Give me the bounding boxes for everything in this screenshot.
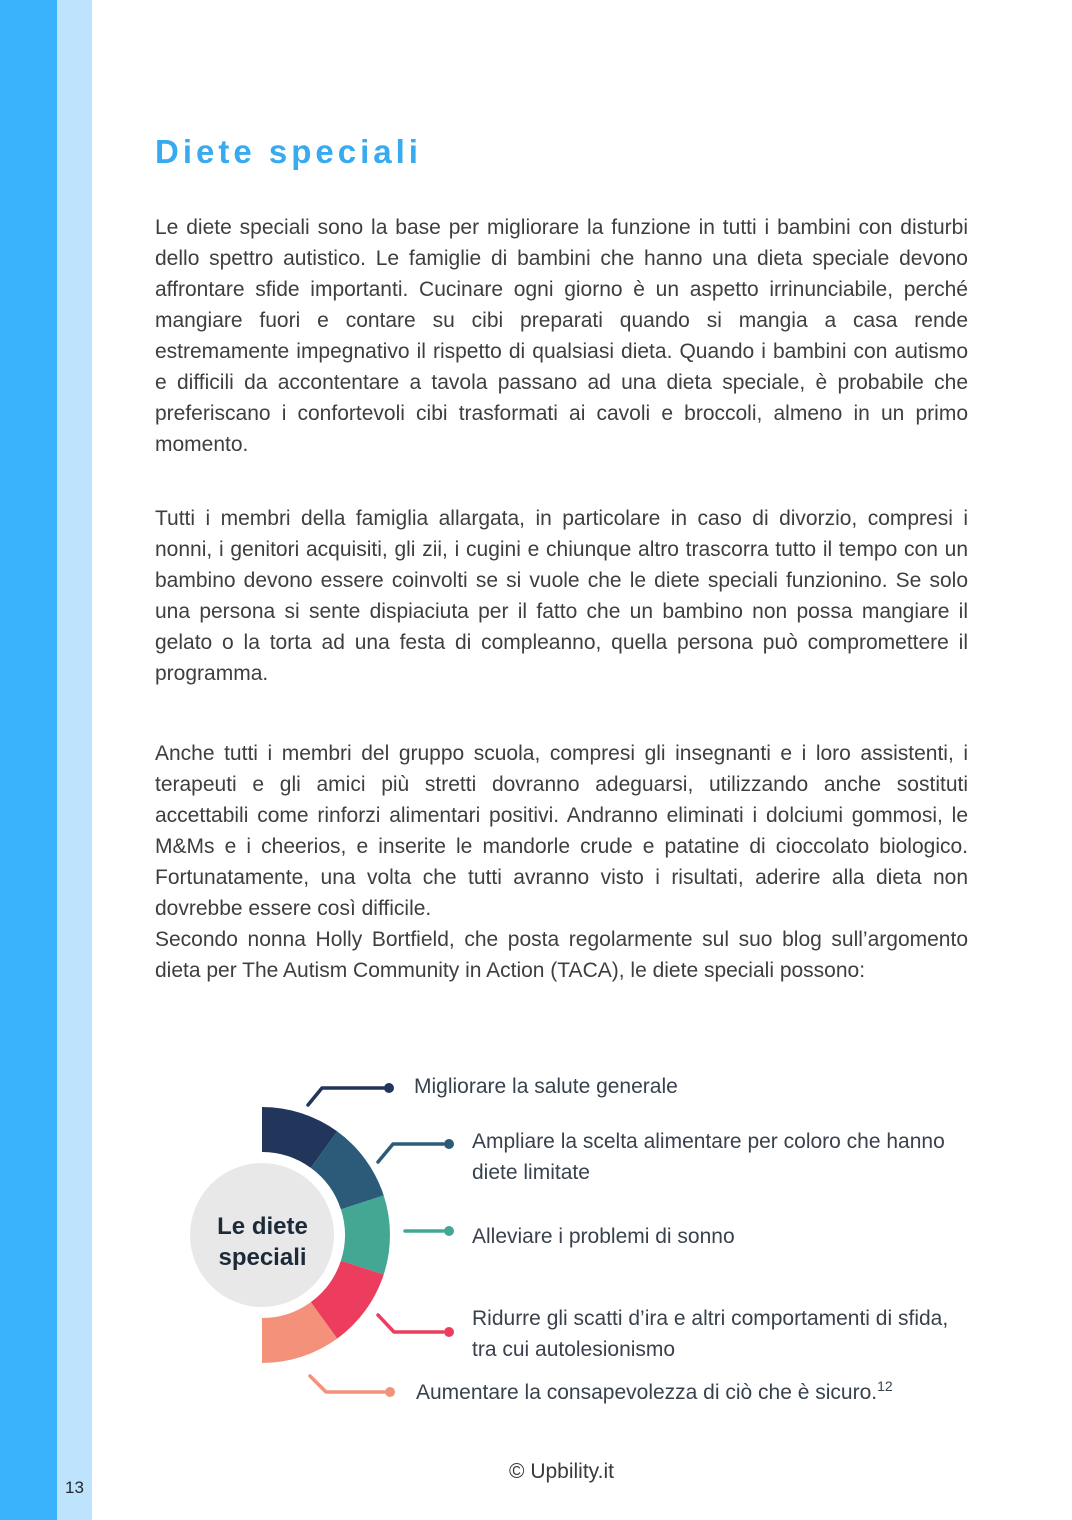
connector-dot-2 — [444, 1139, 454, 1149]
diagram-label-4-text: Ridurre gli scatti d’ira e altri comport… — [472, 1307, 949, 1361]
donut-segment-2 — [310, 1131, 384, 1210]
diagram-label-1-text: Migliorare la salute generale — [414, 1075, 678, 1098]
diagram-label-1: Migliorare la salute generale — [414, 1071, 934, 1102]
donut-segment-5 — [262, 1302, 338, 1363]
diagram-center-label: Le diete speciali — [189, 1211, 336, 1273]
connector-line-5 — [308, 1374, 386, 1394]
sidebar-stripe-light — [57, 0, 92, 1520]
connector-line-2 — [376, 1142, 445, 1164]
paragraph-3: Anche tutti i membri del gruppo scuola, … — [155, 742, 968, 920]
connector-dot-1 — [384, 1083, 394, 1093]
diagram-label-2: Ampliare la scelta alimentare per coloro… — [472, 1126, 952, 1188]
special-diets-half-donut-diagram — [190, 1083, 454, 1397]
paragraph-2: Tutti i membri della famiglia allargata,… — [155, 507, 968, 685]
diagram-center-label-line1: Le diete — [217, 1213, 308, 1240]
donut-segment-1 — [262, 1107, 338, 1168]
diagram-label-5-text: Aumentare la consapevolezza di ciò che è… — [416, 1381, 878, 1404]
page-number: 13 — [65, 1478, 84, 1497]
paragraph-1: Le diete speciali sono la base per migli… — [155, 216, 968, 456]
donut-segment-3 — [340, 1195, 390, 1275]
diagram-center-label-line2: speciali — [218, 1244, 307, 1271]
footnote-reference: 12 — [877, 1378, 893, 1394]
connector-line-4 — [376, 1313, 445, 1334]
diagram-label-4: Ridurre gli scatti d’ira e altri comport… — [472, 1303, 952, 1365]
diagram-label-3: Alleviare i problemi di sonno — [472, 1221, 952, 1252]
connector-dot-3 — [444, 1226, 454, 1236]
diagram-label-5: Aumentare la consapevolezza di ciò che è… — [416, 1377, 1016, 1408]
page-title: Diete speciali — [155, 133, 422, 170]
footer-copyright: © Upbility.it — [509, 1460, 614, 1483]
donut-segment-4 — [310, 1260, 384, 1339]
sidebar-stripe-dark — [0, 0, 57, 1520]
paragraph-4: Secondo nonna Holly Bortfield, che posta… — [155, 928, 968, 982]
connector-line-1 — [306, 1086, 386, 1107]
center-circle — [190, 1163, 334, 1307]
connector-dot-5 — [385, 1387, 395, 1397]
connector-dot-4 — [444, 1327, 454, 1337]
diagram-label-2-text: Ampliare la scelta alimentare per coloro… — [472, 1130, 945, 1184]
paragraph-group: Anche tutti i membri del gruppo scuola, … — [155, 738, 968, 986]
diagram-label-3-text: Alleviare i problemi di sonno — [472, 1225, 735, 1248]
